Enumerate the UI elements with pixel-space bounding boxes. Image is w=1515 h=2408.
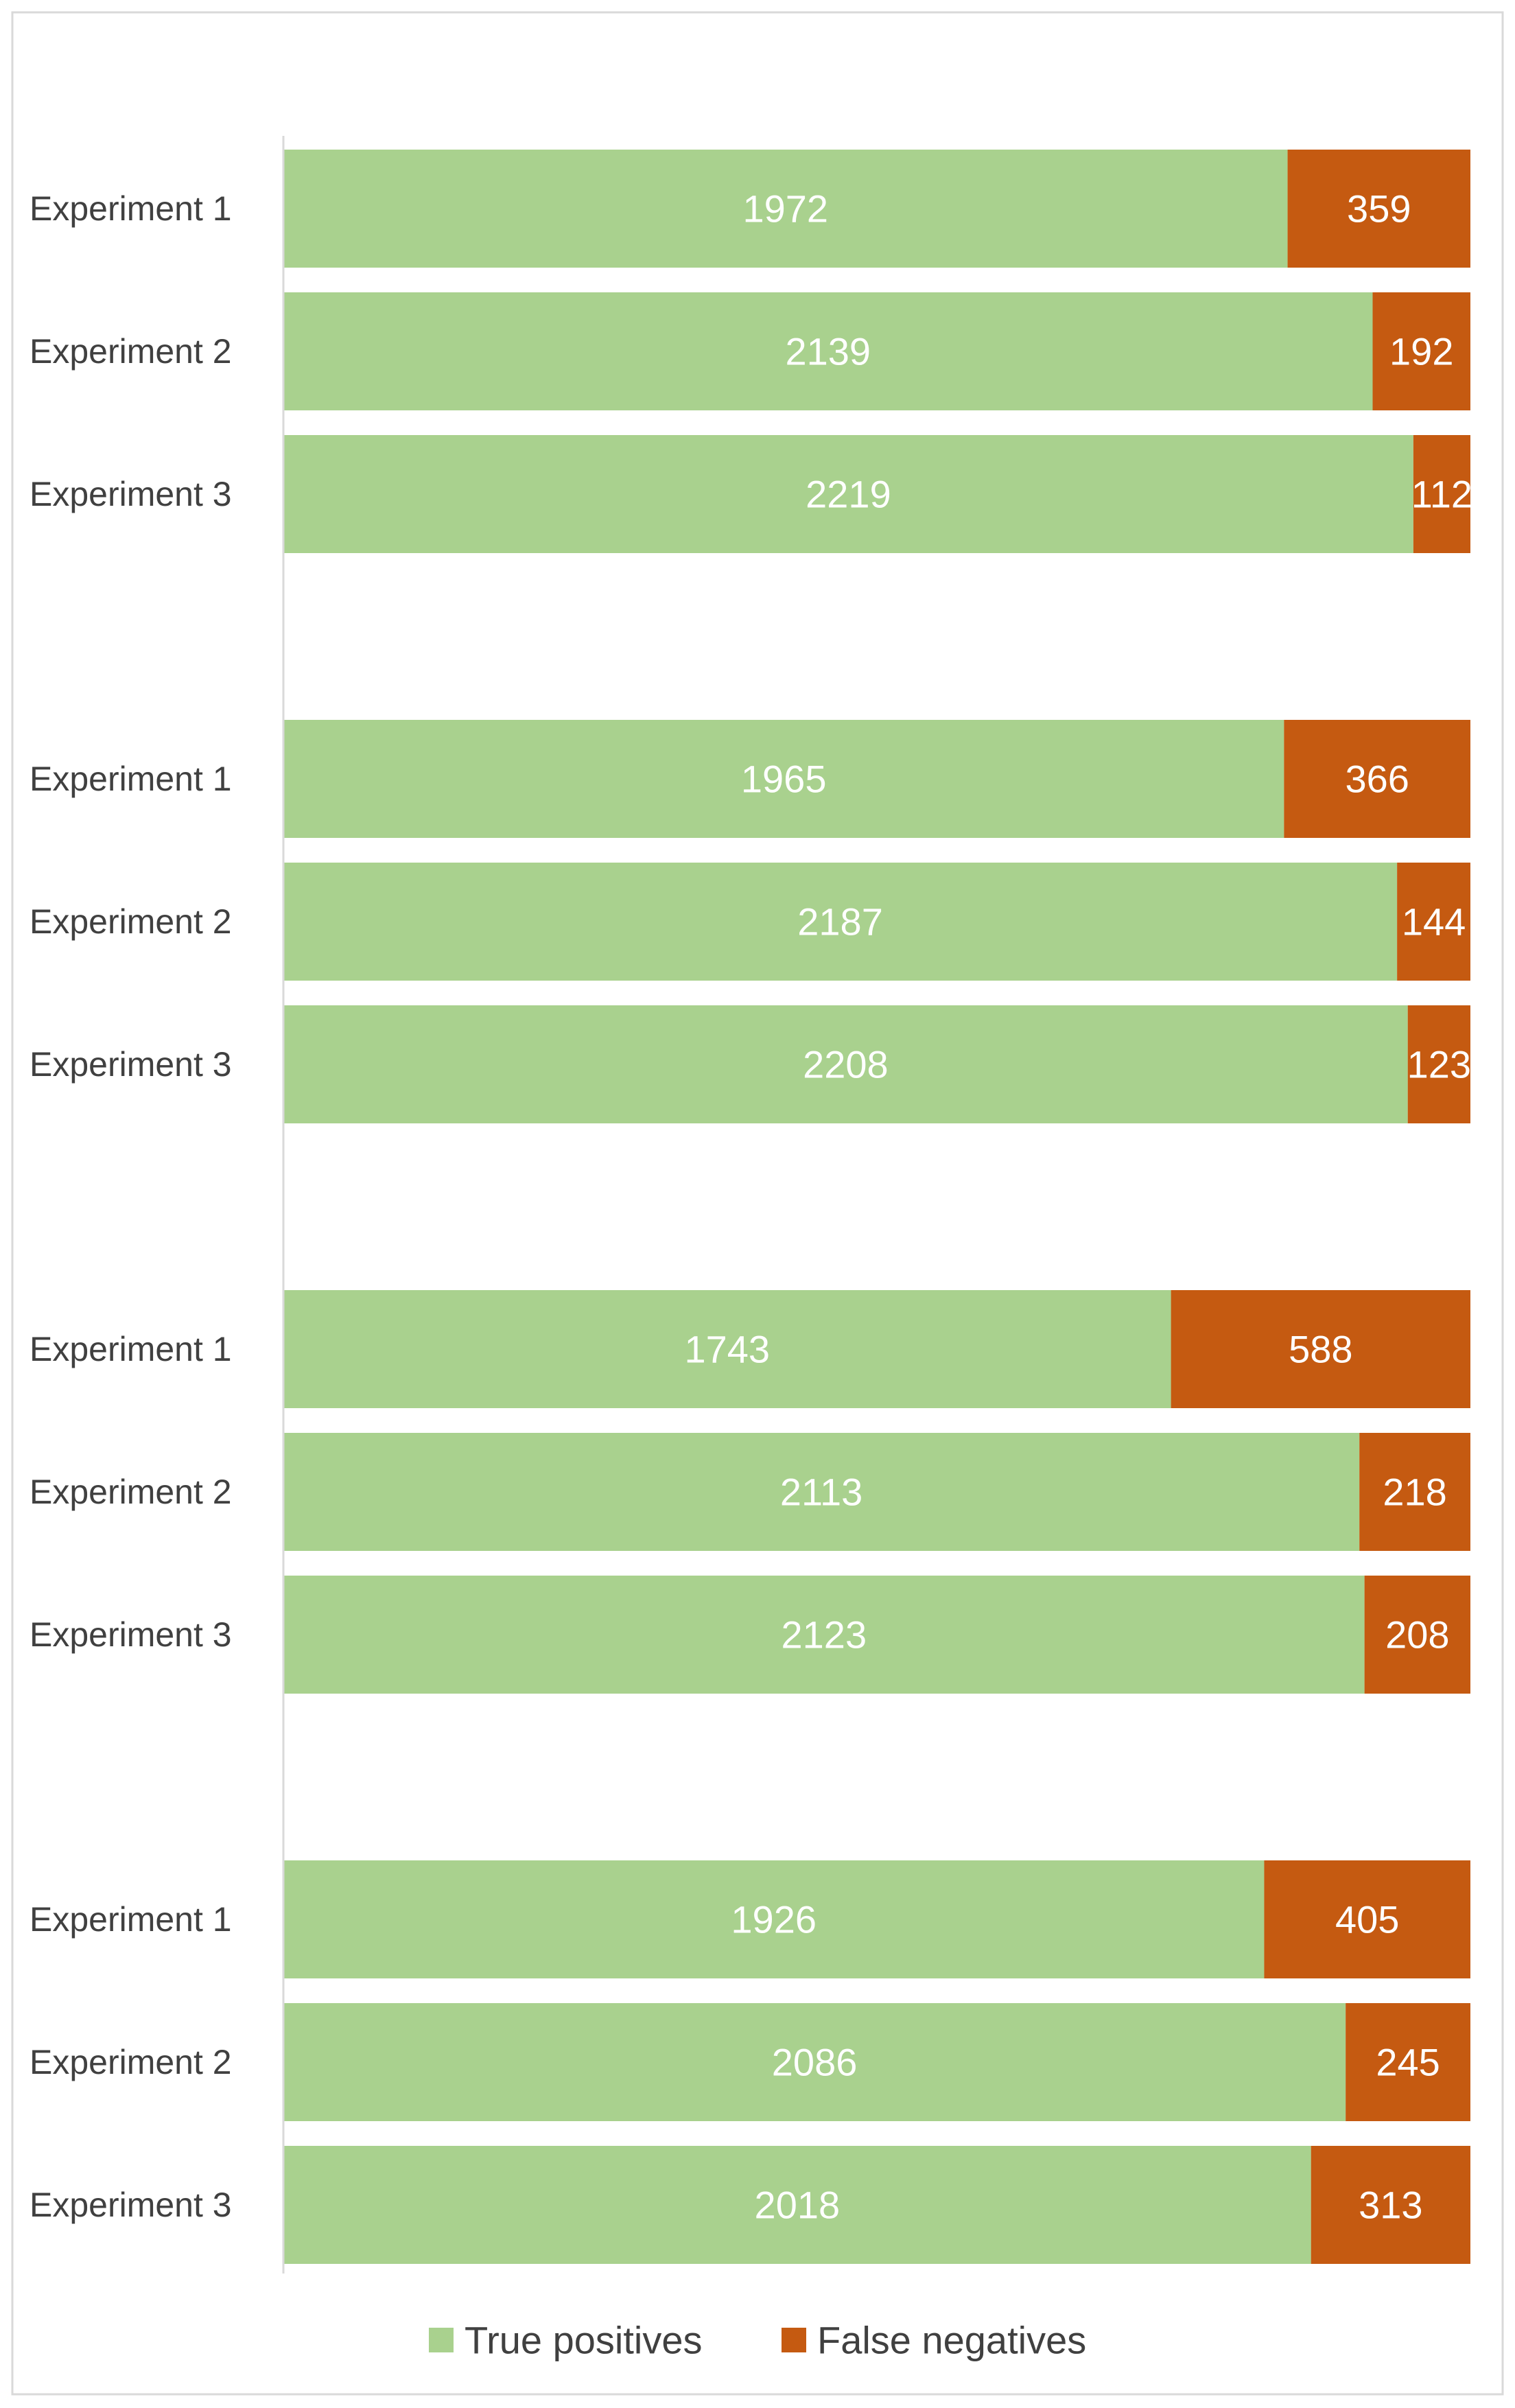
bar-true-positives (283, 1005, 1408, 1123)
data-label-true-positives: 2086 (772, 2041, 858, 2084)
category-label: Experiment 2 (30, 332, 232, 371)
data-label-false-negatives: 208 (1385, 1613, 1449, 1657)
category-label: Experiment 1 (30, 1330, 232, 1368)
category-label: Experiment 1 (30, 1900, 232, 1939)
data-label-true-positives: 2113 (780, 1471, 862, 1514)
data-label-true-positives: 2208 (803, 1043, 889, 1086)
bar-true-positives (283, 720, 1284, 838)
bar-false-negatives (1264, 1860, 1470, 1978)
data-label-false-negatives: 313 (1359, 2184, 1422, 2227)
legend-swatch-true-positives (429, 2328, 454, 2352)
bar-false-negatives (1364, 1576, 1470, 1694)
data-label-true-positives: 2018 (755, 2184, 841, 2227)
bar-true-positives (283, 292, 1373, 410)
bar-false-negatives (1413, 435, 1470, 553)
bar-false-negatives (1346, 2003, 1470, 2121)
category-label: Experiment 3 (30, 1045, 232, 1084)
data-label-true-positives: 2139 (785, 330, 871, 373)
legend-label-false-negatives: False negatives (817, 2319, 1086, 2362)
bars-layer: 1972 359 2139 192 2219 112 1965 366 2187 144 2208 1… (283, 150, 1472, 2264)
category-labels-layer: Experiment 1 Experiment 2 Experiment 3 Expe… (30, 189, 232, 2224)
data-label-false-negatives: 588 (1289, 1328, 1352, 1371)
data-label-false-negatives: 405 (1335, 1898, 1399, 1941)
bar-false-negatives (1359, 1433, 1470, 1551)
legend-label-true-positives: True positives (465, 2319, 703, 2362)
bar-true-positives (283, 863, 1398, 981)
bar-true-positives (283, 1433, 1360, 1551)
data-label-false-negatives: 123 (1407, 1043, 1471, 1086)
bar-true-positives (283, 2146, 1311, 2264)
data-label-true-positives: 2123 (782, 1613, 867, 1657)
legend-swatch-false-negatives (782, 2328, 806, 2352)
data-label-true-positives: 1743 (685, 1328, 771, 1371)
data-label-false-negatives: 366 (1345, 758, 1409, 801)
category-label: Experiment 3 (30, 475, 232, 513)
category-label: Experiment 3 (30, 2186, 232, 2224)
data-label-false-negatives: 218 (1383, 1471, 1446, 1514)
data-label-true-positives: 2219 (806, 473, 891, 516)
data-label-false-negatives: 144 (1402, 900, 1466, 944)
bar-true-positives (283, 435, 1413, 553)
bar-true-positives (283, 1290, 1171, 1408)
legend: True positives False negatives (429, 2319, 1086, 2362)
bar-false-negatives (1311, 2146, 1470, 2264)
bar-true-positives (283, 2003, 1346, 2121)
data-label-false-negatives: 192 (1389, 330, 1453, 373)
data-label-false-negatives: 112 (1411, 473, 1472, 516)
bar-false-negatives (1287, 150, 1470, 268)
category-label: Experiment 2 (30, 902, 232, 941)
data-label-false-negatives: 245 (1376, 2041, 1440, 2084)
bar-false-negatives (1407, 1005, 1470, 1123)
bar-false-negatives (1397, 863, 1470, 981)
bar-false-negatives (1372, 292, 1470, 410)
category-label: Experiment 3 (30, 1615, 232, 1654)
category-label: Experiment 2 (30, 2043, 232, 2081)
category-label: Experiment 1 (30, 189, 232, 228)
data-label-false-negatives: 359 (1347, 187, 1411, 231)
data-label-true-positives: 2187 (797, 900, 883, 944)
data-label-true-positives: 1965 (741, 758, 827, 801)
bar-false-negatives (1171, 1290, 1470, 1408)
bar-true-positives (283, 1860, 1265, 1978)
bar-true-positives (283, 150, 1288, 268)
bar-true-positives (283, 1576, 1365, 1694)
data-label-true-positives: 1972 (742, 187, 828, 231)
bar-false-negatives (1284, 720, 1470, 838)
category-label: Experiment 1 (30, 760, 232, 798)
data-label-true-positives: 1926 (731, 1898, 817, 1941)
category-label: Experiment 2 (30, 1473, 232, 1511)
